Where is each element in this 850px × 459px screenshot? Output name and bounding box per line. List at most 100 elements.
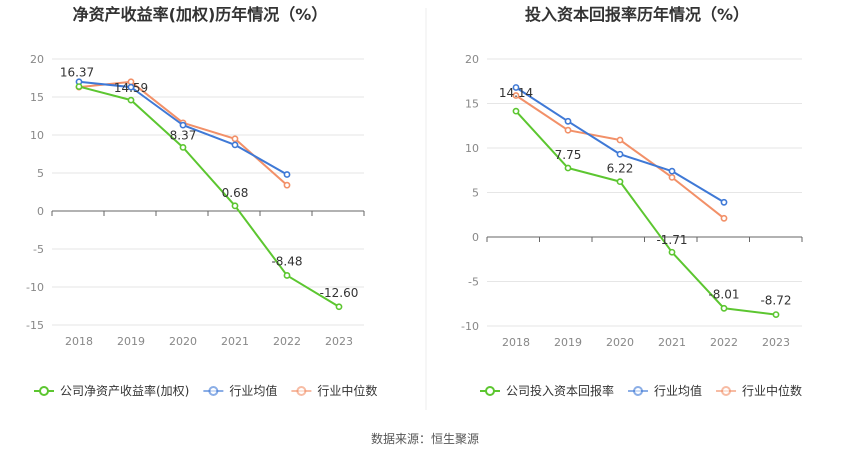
x-tick-label: 2020 bbox=[169, 335, 197, 348]
data-label: 8.37 bbox=[170, 128, 197, 142]
y-tick-label: 10 bbox=[465, 142, 479, 155]
x-tick-label: 2021 bbox=[658, 336, 686, 349]
chart-2: 投入资本回报率历年情况（%） 20 15 10 5 0 -5 -10 2018 2019 2020 2… bbox=[461, 5, 803, 398]
data-point-company bbox=[283, 272, 291, 279]
x-tick-label: 2022 bbox=[710, 336, 738, 349]
legend-item-avg: 行业均值 bbox=[628, 383, 702, 398]
series-line-company bbox=[78, 85, 340, 308]
data-source-footer: 数据来源：恒生聚源 bbox=[370, 432, 479, 446]
data-point-avg bbox=[720, 198, 728, 206]
data-point-avg bbox=[512, 84, 520, 91]
data-label: 6.22 bbox=[607, 162, 634, 176]
data-point-avg bbox=[127, 83, 135, 91]
chart-title: 投入资本回报率历年情况（%） bbox=[525, 5, 749, 24]
x-tick-label: 2020 bbox=[606, 336, 634, 349]
data-label: 14.14 bbox=[499, 86, 533, 100]
data-point-avg bbox=[616, 150, 624, 158]
data-point-median bbox=[283, 181, 291, 189]
data-point-median bbox=[668, 173, 676, 181]
series-avg bbox=[512, 84, 728, 206]
data-label: 0.68 bbox=[222, 186, 249, 200]
data-point-median bbox=[616, 136, 624, 144]
legend: 公司净资产收益率(加权) 行业均值 行业中位数 bbox=[34, 383, 377, 398]
x-tick-label: 2019 bbox=[117, 335, 145, 348]
legend-label: 行业中位数 bbox=[317, 383, 377, 398]
chart-title: 净资产收益率(加权)历年情况（%） bbox=[73, 5, 328, 24]
data-point-company bbox=[564, 164, 572, 172]
legend-item-median: 行业中位数 bbox=[716, 383, 802, 398]
data-point-median bbox=[564, 126, 572, 134]
data-label: -1.71 bbox=[656, 233, 687, 247]
y-tick-label: 5 bbox=[472, 187, 479, 200]
data-point-company bbox=[335, 303, 343, 311]
data-point-company bbox=[772, 311, 780, 319]
x-tick-label: 2018 bbox=[502, 336, 530, 349]
legend-swatch-marker bbox=[721, 386, 732, 396]
data-point-company bbox=[231, 202, 239, 210]
x-tick-label: 2018 bbox=[65, 335, 93, 348]
data-label: 7.75 bbox=[555, 148, 582, 162]
y-tick-label: 0 bbox=[37, 205, 44, 218]
series-company: 14.14 7.75 6.22 -1.71 -8.01 -8.72 bbox=[499, 86, 792, 319]
y-tick-label: 20 bbox=[465, 53, 479, 66]
data-point-avg bbox=[564, 117, 572, 125]
data-label: -8.01 bbox=[708, 287, 739, 301]
data-point-avg bbox=[231, 141, 239, 149]
data-point-company bbox=[616, 178, 624, 186]
data-point-company bbox=[127, 96, 135, 104]
x-tick-label: 2021 bbox=[221, 335, 249, 348]
data-point-company bbox=[179, 143, 187, 151]
y-tick-label: 10 bbox=[30, 129, 44, 142]
data-point-avg bbox=[179, 121, 187, 129]
y-tick-label: 5 bbox=[37, 167, 44, 180]
y-tick-label: 15 bbox=[30, 91, 44, 104]
legend-item-company: 公司净资产收益率(加权) bbox=[34, 383, 189, 398]
y-tick-label: -5 bbox=[468, 276, 479, 289]
legend-swatch-marker bbox=[633, 386, 644, 396]
x-tick-label: 2019 bbox=[554, 336, 582, 349]
x-tick-label: 2023 bbox=[762, 336, 790, 349]
y-tick-label: 20 bbox=[30, 53, 44, 66]
data-point-median bbox=[512, 92, 520, 99]
data-point-median bbox=[720, 214, 728, 222]
legend-label: 公司净资产收益率(加权) bbox=[60, 383, 189, 398]
y-tick-label: -10 bbox=[461, 320, 479, 333]
data-point-company bbox=[512, 107, 520, 115]
y-tick-label: -5 bbox=[33, 243, 44, 256]
legend-label: 行业均值 bbox=[654, 383, 702, 398]
data-label: -12.60 bbox=[320, 286, 359, 300]
series-company: 16.37 14.59 8.37 0.68 -8.48 -12.60 bbox=[60, 66, 359, 311]
y-tick-label: 15 bbox=[465, 98, 479, 111]
series-line-company bbox=[515, 110, 777, 316]
y-tick-label: 0 bbox=[472, 231, 479, 244]
data-point-company bbox=[720, 304, 728, 312]
legend-label: 行业中位数 bbox=[742, 383, 802, 398]
legend-swatch-marker bbox=[208, 386, 219, 396]
data-point-median bbox=[231, 135, 239, 143]
legend-swatch-marker bbox=[296, 386, 307, 396]
y-tick-label: -10 bbox=[26, 281, 44, 294]
legend-item-company: 公司投入资本回报率 bbox=[480, 383, 614, 398]
x-tick-label: 2023 bbox=[325, 335, 353, 348]
series-avg bbox=[75, 78, 291, 178]
legend-swatch-marker bbox=[485, 386, 495, 396]
legend: 公司投入资本回报率 行业均值 行业中位数 bbox=[480, 383, 802, 398]
data-label: -8.48 bbox=[271, 254, 302, 268]
data-label: 14.59 bbox=[114, 81, 148, 95]
data-label: 16.37 bbox=[60, 66, 94, 80]
data-point-company bbox=[75, 83, 83, 90]
data-point-company bbox=[668, 248, 676, 256]
legend-swatch-marker bbox=[39, 386, 49, 396]
data-point-avg bbox=[283, 171, 291, 178]
y-tick-label: -15 bbox=[26, 319, 44, 332]
legend-item-avg: 行业均值 bbox=[203, 383, 277, 398]
chart-1: 净资产收益率(加权)历年情况（%） 20 15 10 5 0 -5 -10 -15 2018 201… bbox=[26, 5, 377, 398]
legend-label: 行业均值 bbox=[229, 383, 277, 398]
x-tick-label: 2022 bbox=[273, 335, 301, 348]
data-point-avg bbox=[668, 167, 676, 175]
series-median bbox=[512, 92, 728, 222]
data-label: -8.72 bbox=[760, 294, 791, 308]
legend-item-median: 行业中位数 bbox=[291, 383, 377, 398]
legend-label: 公司投入资本回报率 bbox=[506, 383, 614, 398]
